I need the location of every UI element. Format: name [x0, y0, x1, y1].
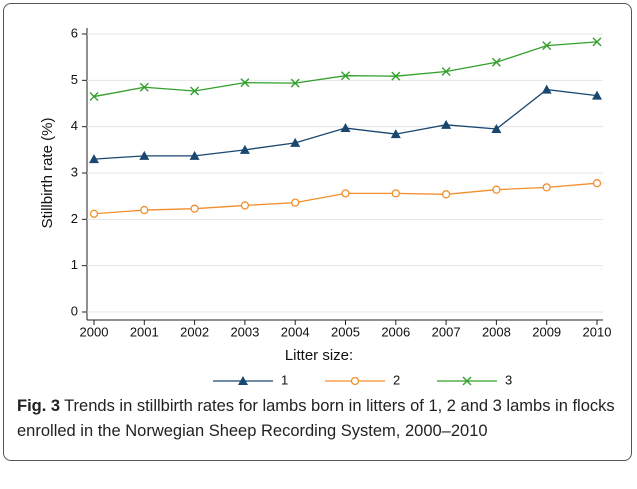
marker	[541, 84, 552, 94]
x-tick-label: 2008	[482, 324, 511, 339]
marker	[189, 150, 200, 160]
legend-label: 3	[505, 372, 512, 387]
marker	[340, 123, 351, 133]
x-tick-label: 2005	[331, 324, 360, 339]
marker	[140, 205, 149, 215]
marker	[190, 86, 200, 96]
y-tick-label: 2	[71, 211, 78, 226]
marker	[239, 144, 250, 154]
marker	[390, 129, 401, 139]
marker	[441, 190, 451, 199]
x-tick-label: 2002	[180, 324, 209, 339]
marker	[291, 198, 300, 207]
marker	[542, 41, 552, 51]
x-tick-label: 2007	[432, 324, 461, 339]
x-tick-label: 2001	[130, 324, 159, 339]
marker	[240, 78, 250, 88]
marker	[441, 67, 451, 77]
x-tick-label: 2004	[281, 324, 310, 339]
marker	[592, 179, 602, 188]
y-tick-label: 0	[71, 303, 78, 318]
legend-label: 2	[393, 372, 400, 387]
marker	[492, 185, 501, 194]
y-axis-label: Stillbirth rate (%)	[39, 118, 56, 229]
series-line	[93, 41, 598, 98]
marker	[89, 209, 99, 218]
x-tick-label: 2006	[381, 324, 410, 339]
marker	[139, 150, 150, 160]
frame	[3, 3, 632, 461]
y-tick-label: 1	[71, 257, 78, 272]
caption: Fig. 3 Trends in stillbirth rates for lam…	[17, 394, 621, 444]
marker	[290, 78, 300, 88]
y-tick-label: 3	[71, 164, 78, 179]
marker	[391, 189, 400, 198]
marker	[190, 204, 199, 213]
marker	[491, 123, 502, 133]
marker	[491, 57, 501, 67]
marker	[341, 71, 350, 81]
y-tick-label: 5	[71, 72, 78, 87]
legend-marker	[238, 376, 248, 385]
legend-marker	[462, 376, 472, 386]
marker	[592, 37, 602, 47]
marker	[592, 90, 602, 100]
series-line	[93, 182, 598, 215]
marker	[89, 154, 99, 164]
legend-title: Litter size:	[285, 347, 353, 364]
legend-marker	[350, 376, 360, 386]
marker	[391, 71, 401, 81]
legend-label: 1	[281, 372, 288, 387]
x-tick-label: 2003	[230, 324, 259, 339]
y-tick-label: 6	[71, 25, 78, 40]
x-tick-label: 2009	[532, 324, 561, 339]
marker	[542, 183, 551, 192]
marker	[341, 189, 350, 198]
caption-text: Trends in stillbirth rates for lambs bor…	[17, 397, 615, 440]
x-tick-label: 2000	[80, 324, 109, 339]
marker	[139, 82, 149, 92]
caption-label: Fig. 3	[17, 397, 61, 415]
y-tick-label: 4	[71, 118, 78, 133]
x-tick-label: 2010	[583, 324, 612, 339]
marker	[240, 201, 250, 210]
marker	[441, 119, 452, 129]
marker	[290, 137, 301, 147]
marker	[89, 92, 99, 102]
